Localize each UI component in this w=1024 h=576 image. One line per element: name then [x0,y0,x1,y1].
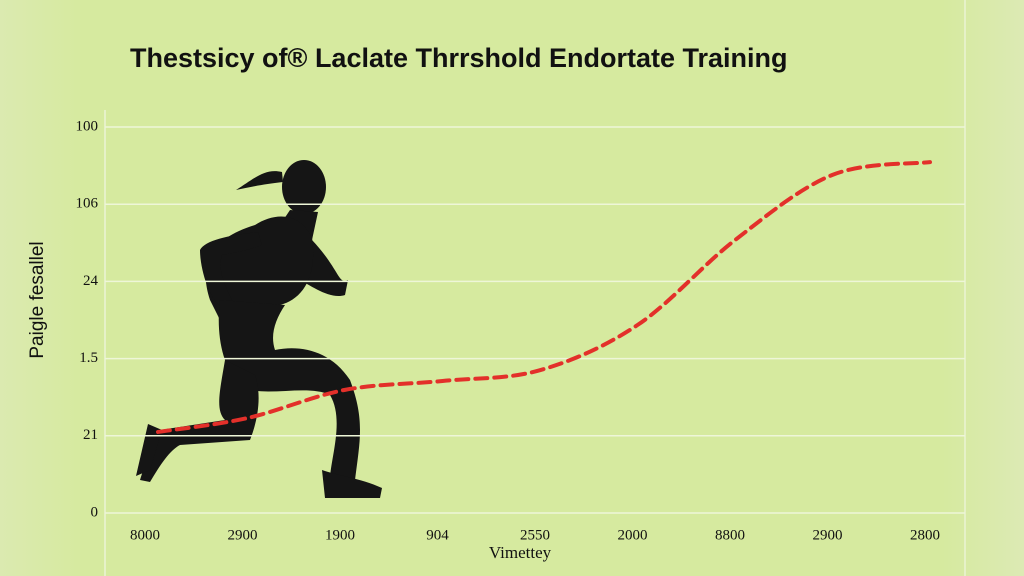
y-axis-label: Paigle fesallel [27,241,48,358]
x-tick-label: 8000 [130,527,160,543]
x-axis-label: Vimettey [489,543,552,562]
x-tick-label: 2900 [228,527,258,543]
data-line [156,160,932,434]
runner-silhouette [136,160,382,498]
y-tick-label: 21 [83,427,98,443]
y-tick-label: 106 [76,196,99,212]
x-tick-label: 2550 [520,527,550,543]
y-tick-label: 24 [83,273,99,289]
x-tick-label: 2000 [618,527,648,543]
x-tick-label: 2800 [910,527,940,543]
y-tick-label: 100 [76,118,99,134]
x-tick-label: 2900 [813,527,843,543]
y-tick-label: 0 [91,504,99,520]
x-tick-label: 8800 [715,527,745,543]
chart-title: Thestsicy of® Laclate Thrrshold Endortat… [130,43,788,73]
x-tick-label: 904 [426,527,449,543]
y-tick-label: 1.5 [79,350,98,366]
x-tick-label: 1900 [325,527,355,543]
